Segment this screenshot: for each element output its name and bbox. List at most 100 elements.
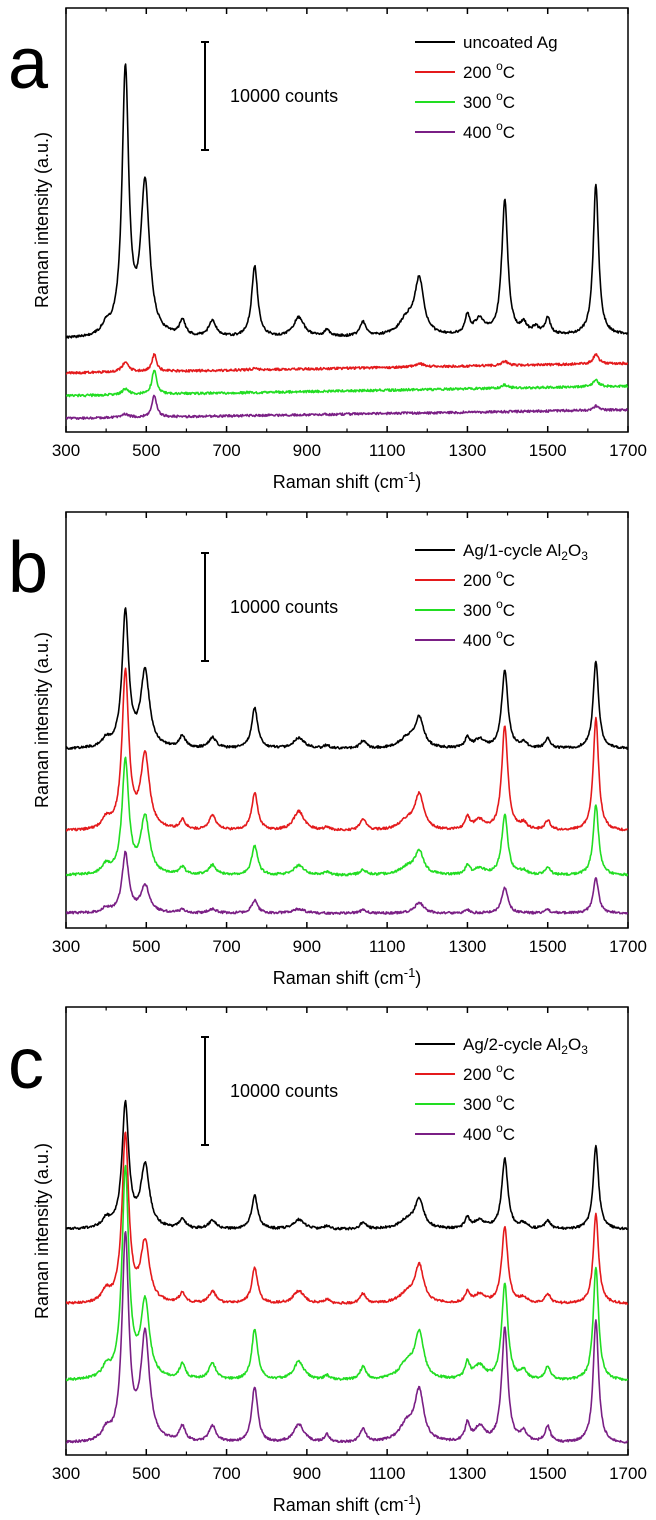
legend-label-sup: o: [496, 627, 503, 641]
x-axis-label-end: ): [415, 968, 421, 988]
x-tick-label: 1300: [449, 937, 487, 956]
x-tick-label: 500: [132, 937, 160, 956]
legend-label-sup: o: [496, 119, 503, 133]
x-axis-label-end: ): [415, 472, 421, 492]
x-tick-label: 300: [52, 1464, 80, 1483]
x-tick-label: 1500: [529, 1464, 567, 1483]
legend-label-0: Ag/1-cycle Al2O3: [463, 541, 588, 563]
legend-label-sup: o: [496, 1091, 503, 1105]
x-axis-label: Raman shift (cm-1): [273, 469, 422, 492]
legend-label-2: 300 oC: [463, 1091, 515, 1114]
x-tick-label: 1500: [529, 937, 567, 956]
panel-letter: c: [8, 1024, 44, 1104]
legend-label-base: 400: [463, 123, 496, 142]
x-tick-label: 700: [212, 937, 240, 956]
x-tick-label: 1700: [609, 937, 647, 956]
legend-label-end: C: [503, 1065, 515, 1084]
scale-bar-label: 10000 counts: [230, 86, 338, 106]
panel-letter: a: [8, 24, 49, 104]
legend-label-3: 400 oC: [463, 119, 515, 142]
x-tick-label: 1300: [449, 441, 487, 460]
legend-label-base: Ag/1-cycle Al: [463, 541, 561, 560]
legend-label-sup: o: [496, 89, 503, 103]
legend-label-sub: 3: [581, 549, 588, 563]
x-tick-label: 500: [132, 1464, 160, 1483]
series-line-3: [66, 850, 628, 915]
legend-label-base: Ag/2-cycle Al: [463, 1035, 561, 1054]
plot-frame: [65, 511, 629, 929]
legend-label-3: 400 oC: [463, 627, 515, 650]
y-axis-label: Raman intensity (a.u.): [32, 132, 52, 308]
x-axis-label: Raman shift (cm-1): [273, 1492, 422, 1515]
legend-label-base: 300: [463, 601, 496, 620]
x-axis-label-sup: -1: [404, 965, 416, 980]
series-line-3: [66, 1231, 628, 1444]
legend-label-base: 400: [463, 631, 496, 650]
legend-label-sub: 2: [561, 1043, 568, 1057]
scale-bar-label: 10000 counts: [230, 1081, 338, 1101]
series-line-1: [66, 1131, 628, 1305]
x-tick-label: 900: [293, 441, 321, 460]
y-axis-label: Raman intensity (a.u.): [32, 1143, 52, 1319]
x-tick-label: 500: [132, 441, 160, 460]
series-line-0: [66, 607, 628, 750]
x-axis-label-sup: -1: [404, 469, 416, 484]
legend-label-sup: o: [496, 59, 503, 73]
legend-label-mid: O: [568, 1035, 581, 1054]
legend-label-end: C: [503, 601, 515, 620]
legend-label-sup: o: [496, 567, 503, 581]
x-tick-label: 1700: [609, 1464, 647, 1483]
x-axis-label: Raman shift (cm-1): [273, 965, 422, 988]
series-line-0: [66, 1099, 628, 1231]
panel-c: 300 500 700 900 1100 1300 1500 1700 Raman shift …: [8, 1006, 647, 1515]
x-axis-label-end: ): [415, 1495, 421, 1515]
x-tick-label: 900: [293, 937, 321, 956]
legend-label-end: C: [503, 631, 515, 650]
legend-label-base: 200: [463, 63, 496, 82]
scale-bar-label: 10000 counts: [230, 597, 338, 617]
legend-label-base: 300: [463, 1095, 496, 1114]
x-tick-label: 300: [52, 937, 80, 956]
x-tick-label: 700: [212, 1464, 240, 1483]
legend-label-base: 200: [463, 571, 496, 590]
legend-label-base: 300: [463, 93, 496, 112]
x-tick-label: 1300: [449, 1464, 487, 1483]
legend-label-sub: 2: [561, 549, 568, 563]
x-axis-label-sup: -1: [404, 1492, 416, 1507]
series-line-2: [66, 756, 628, 877]
y-axis-label: Raman intensity (a.u.): [32, 632, 52, 808]
legend-label-sub: 3: [581, 1043, 588, 1057]
legend-label-sup: o: [496, 1121, 503, 1135]
legend-label-end: C: [503, 1095, 515, 1114]
legend-label-2: 300 oC: [463, 597, 515, 620]
x-tick-label: 1500: [529, 441, 567, 460]
x-axis-label-main: Raman shift (cm: [273, 1495, 404, 1515]
x-tick-label: 900: [293, 1464, 321, 1483]
legend-label-0: Ag/2-cycle Al2O3: [463, 1035, 588, 1057]
legend-label-end: C: [503, 93, 515, 112]
legend-label-0: uncoated Ag: [463, 33, 558, 52]
x-tick-label: 700: [212, 441, 240, 460]
legend-label-1: 200 oC: [463, 1061, 515, 1084]
series-line-2: [66, 369, 628, 398]
x-axis-label-main: Raman shift (cm: [273, 472, 404, 492]
legend-label-sup: o: [496, 597, 503, 611]
series-line-0: [66, 63, 628, 339]
x-tick-label: 1100: [369, 441, 406, 460]
legend-label-2: 300 oC: [463, 89, 515, 112]
legend-label-end: C: [503, 571, 515, 590]
legend-label-1: 200 oC: [463, 567, 515, 590]
panel-letter: b: [8, 528, 48, 608]
legend-label-end: C: [503, 1125, 515, 1144]
legend-label-mid: O: [568, 541, 581, 560]
legend-label-sup: o: [496, 1061, 503, 1075]
x-tick-label: 1700: [609, 441, 647, 460]
legend-label-base: 400: [463, 1125, 496, 1144]
x-tick-label: 1100: [369, 1464, 406, 1483]
panel-b: 300 500 700 900 1100 1300 1500 1700 Raman shift …: [8, 511, 647, 988]
series-line-2: [66, 1164, 628, 1382]
x-tick-label: 300: [52, 441, 80, 460]
legend-label-end: C: [503, 63, 515, 82]
panel-a: 300 500 700 900 1100 1300 1500 1700 Raman shift …: [8, 7, 647, 492]
